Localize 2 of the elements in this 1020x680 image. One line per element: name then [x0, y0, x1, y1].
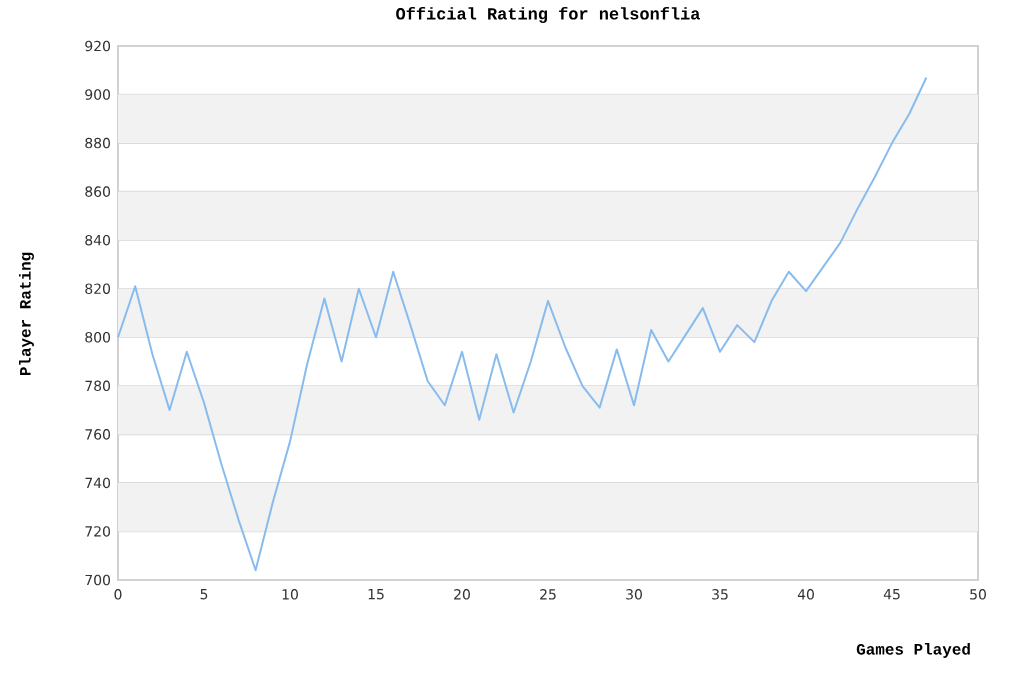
line-series	[117, 76, 928, 572]
chart-title: Official Rating for nelsonflia	[396, 6, 700, 23]
